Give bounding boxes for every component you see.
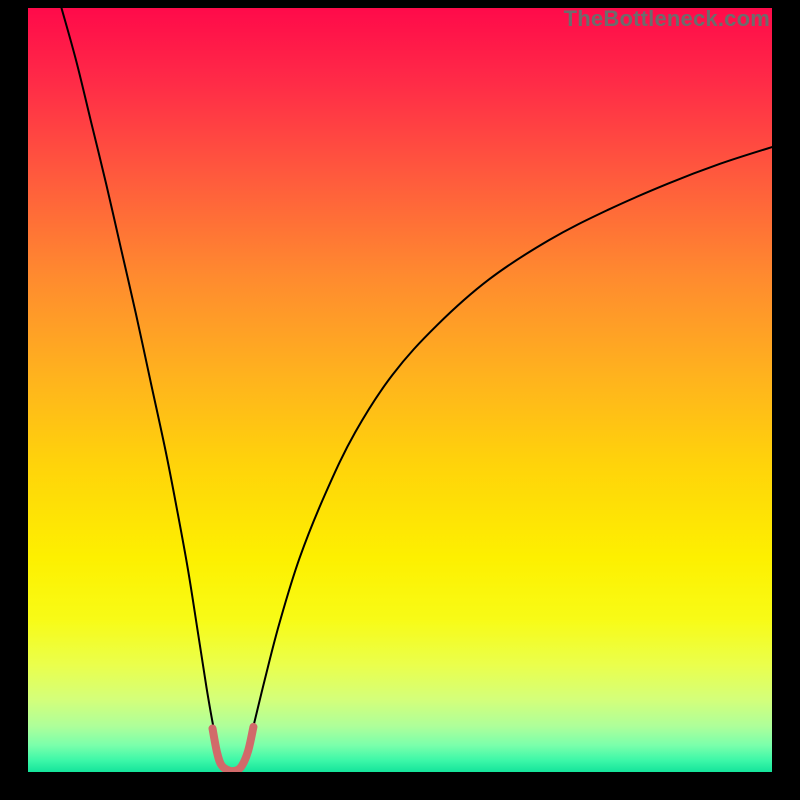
- plot-area: [28, 8, 772, 772]
- chart-frame: TheBottleneck.com: [0, 0, 800, 800]
- gradient-background: [28, 8, 772, 772]
- watermark-text: TheBottleneck.com: [564, 6, 770, 32]
- chart-svg: [28, 8, 772, 772]
